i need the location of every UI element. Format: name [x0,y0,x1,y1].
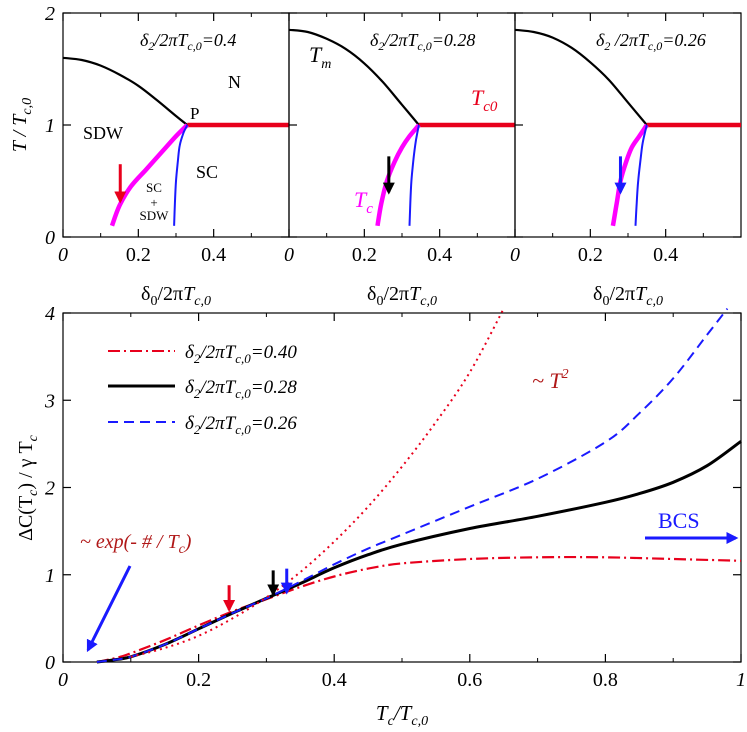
region-label-sdw: SDW [83,123,123,143]
series-line-tm [62,56,188,126]
annotation-exp: ~ exp(- # / Tc) [80,531,192,557]
series-line-tm [288,28,420,126]
y-tick-label: 0 [45,227,55,249]
panel-title: δ2 /2πTc,0=0.26 [596,30,706,53]
series-line-tc [375,123,421,227]
x-tick-label: 0.8 [593,669,618,691]
y-axis-label: T / Tc,0 [9,98,35,152]
x-axis-label: Tc/Tc,0 [376,701,428,729]
series-line-2 [96,307,729,663]
annotation-exp-arrow [86,565,132,653]
x-tick-label: 0 [284,244,294,266]
panel-top-right: 0 0.2 0.4 δ2 /2πTc,0=0.26 δ0/2πTc,0 [510,12,742,309]
panel-title: δ2/2πTc,0=0.4 [140,30,236,53]
panel-title: δ2/2πTc,0=0.28 [370,30,475,53]
region-label-n: N [228,72,241,92]
x-tick-label: 0.2 [126,244,151,266]
x-tick-label: 0.2 [578,244,603,266]
panel-top-left: 0 0.2 0.4 0 1 2 δ2/2πTc,0=0.4 SDW N P SC SC +… [9,3,290,309]
x-axis-label: δ0/2πTc,0 [367,283,437,309]
x-tick-label: 0.4 [427,244,452,266]
x-tick-label: 0 [58,244,68,266]
x-tick-label: 0.4 [653,244,678,266]
series-line-t2 [130,308,505,658]
x-tick-label: 0.6 [457,669,482,691]
series-line-tc [109,123,189,227]
panel-top-middle: 0 0.2 0.4 δ2/2πTc,0=0.28 Tm Tc0 Tc δ0/2πTc… [284,12,516,309]
y-axis-label: ΔC(Tc) / γ Tc [15,434,41,541]
y-tick-label: 1 [45,565,55,587]
series-line-tc [610,123,649,227]
region-label-scsdw-1: SC [146,180,162,195]
region-label-sc: SC [196,162,218,182]
y-tick-label: 0 [45,652,55,674]
y-tick-label: 4 [45,303,55,325]
legend: δ2/2πTc,0=0.40 δ2/2πTc,0=0.28 δ2/2πTc,0=… [108,342,297,437]
series-line-sc-sdw [634,124,648,226]
annotation-t-squared: ~ T2 [532,367,569,393]
x-tick-label: 0.2 [352,244,377,266]
x-tick-label: 0.4 [201,244,226,266]
curve-label-tc: Tc [354,187,373,217]
x-tick-label: 0 [510,244,520,266]
x-axis-label: δ0/2πTc,0 [593,283,663,309]
plot-frame [62,312,742,663]
series-line-sc-sdw [408,124,420,226]
legend-label-028: δ2/2πTc,0=0.28 [185,377,297,401]
region-label-scsdw-2: + [150,195,157,210]
y-tick-label: 1 [45,115,55,137]
y-tick-label: 2 [45,478,55,500]
annotation-bcs: BCS [658,508,700,533]
series-line-tm [514,28,648,126]
y-tick-label: 3 [44,390,55,412]
region-label-scsdw-3: SDW [140,208,170,223]
x-tick-label: 0.2 [186,669,211,691]
series-line-sc-sdw [173,124,189,226]
panel-bottom: 0 0.2 0.4 0.6 0.8 1 0 1 2 3 4 δ2/2πTc,0=0.40 δ2/2π… [15,303,746,729]
series-line-0 [96,555,742,664]
x-tick-label: 0.4 [322,669,347,691]
x-tick-label: 0 [58,669,68,691]
legend-label-040: δ2/2πTc,0=0.40 [185,342,297,366]
x-axis-label: δ0/2πTc,0 [141,283,211,309]
curve-label-tc0: Tc0 [471,85,498,115]
curve-label-tm: Tm [309,42,331,72]
x-tick-label: 1 [736,669,746,691]
region-label-p: P [190,104,199,123]
legend-label-026: δ2/2πTc,0=0.26 [185,413,297,437]
series-line-1 [96,440,742,664]
y-tick-label: 2 [45,3,55,25]
